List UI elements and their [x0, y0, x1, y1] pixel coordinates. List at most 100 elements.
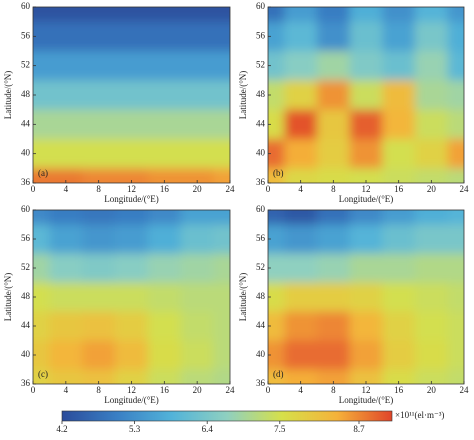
heatmap-cell — [317, 80, 351, 111]
heatmap-cell — [317, 253, 351, 283]
heatmap-cell — [33, 109, 50, 140]
heatmap-cell — [213, 80, 230, 111]
heatmap-cell — [49, 340, 83, 370]
heatmap-cell — [284, 80, 318, 111]
heatmap-cell — [317, 282, 351, 312]
colorbar — [61, 410, 393, 422]
heatmap-cell — [82, 210, 116, 225]
heatmap-cell — [415, 51, 449, 81]
heatmap-cell — [317, 311, 351, 341]
heatmap-cell — [317, 340, 351, 370]
y-tick-label: 44 — [256, 118, 266, 128]
heatmap-cell — [147, 253, 182, 283]
y-axis-label: Latitude/(°N) — [238, 71, 248, 120]
x-tick-label: 8 — [96, 184, 101, 194]
heatmap-cell — [33, 253, 50, 283]
heatmap-cell — [49, 168, 83, 183]
heatmap-cell — [415, 253, 449, 283]
heatmap-cell — [382, 253, 416, 283]
panel-label: (d) — [273, 369, 284, 379]
heatmap-cell — [349, 210, 383, 225]
heatmap-cell — [82, 109, 116, 140]
heatmap-cell — [447, 340, 464, 370]
heatmap-cell — [147, 210, 182, 225]
heatmap-cell — [213, 21, 230, 52]
heatmap-cell — [284, 210, 318, 225]
heatmap-cell — [447, 80, 464, 111]
heatmap-panel — [33, 7, 230, 183]
panel-label: (c) — [38, 369, 48, 379]
x-tick-label: 12 — [127, 184, 136, 194]
heatmap-cell — [33, 224, 50, 254]
heatmap-cell — [180, 80, 215, 111]
heatmap-cell — [49, 7, 83, 23]
heatmap-cell — [213, 224, 230, 254]
x-tick-label: 0 — [266, 385, 271, 395]
heatmap-cell — [180, 210, 215, 225]
heatmap-cell — [349, 369, 383, 384]
heatmap-cell — [415, 109, 449, 140]
heatmap-cell — [382, 311, 416, 341]
heatmap-cell — [382, 210, 416, 225]
heatmap-panel — [268, 7, 464, 183]
heatmap-cell — [415, 7, 449, 23]
heatmap-cell — [349, 80, 383, 111]
heatmap-cell — [33, 282, 50, 312]
heatmap-cell — [33, 80, 50, 111]
heatmap-cell — [33, 369, 50, 384]
heatmap-cell — [382, 7, 416, 23]
heatmap-cell — [115, 51, 149, 81]
y-tick-label: 40 — [21, 148, 31, 158]
heatmap-cell — [147, 109, 182, 140]
y-tick-label: 52 — [21, 262, 30, 272]
x-tick-label: 24 — [226, 385, 236, 395]
heatmap-cell — [317, 139, 351, 169]
y-tick-label: 60 — [21, 204, 31, 214]
heatmap-cell — [180, 139, 215, 169]
heatmap-cell — [33, 51, 50, 81]
heatmap-cell — [147, 224, 182, 254]
heatmap-cell — [284, 168, 318, 183]
x-tick-label: 24 — [226, 184, 236, 194]
heatmap-cell — [268, 109, 285, 140]
heatmap-cell — [284, 139, 318, 169]
heatmap-cell — [268, 210, 285, 225]
heatmap-cell — [33, 168, 50, 183]
x-tick-label: 12 — [127, 385, 136, 395]
heatmap-cell — [33, 21, 50, 52]
heatmap-cell — [115, 21, 149, 52]
x-tick-label: 20 — [427, 385, 437, 395]
y-tick-label: 60 — [256, 1, 266, 11]
heatmap-cell — [349, 282, 383, 312]
x-tick-label: 24 — [460, 385, 470, 395]
x-tick-label: 4 — [298, 385, 303, 395]
y-tick-label: 36 — [256, 378, 266, 388]
heatmap-cell — [82, 168, 116, 183]
heatmap-panel — [33, 210, 230, 384]
heatmap-cell — [115, 109, 149, 140]
heatmap-cell — [349, 7, 383, 23]
heatmap-cell — [49, 80, 83, 111]
heatmap-cell — [415, 282, 449, 312]
x-tick-label: 12 — [362, 385, 371, 395]
heatmap-cell — [317, 369, 351, 384]
heatmap-cell — [415, 340, 449, 370]
heatmap-cell — [147, 311, 182, 341]
y-tick-label: 44 — [21, 320, 31, 330]
heatmap-cell — [180, 224, 215, 254]
heatmap-cell — [317, 224, 351, 254]
y-tick-label: 36 — [256, 177, 266, 187]
heatmap-cell — [180, 168, 215, 183]
heatmap-cell — [33, 7, 50, 23]
heatmap-cell — [180, 51, 215, 81]
heatmap-cell — [213, 253, 230, 283]
heatmap-cell — [317, 51, 351, 81]
panel-label: (b) — [273, 168, 284, 178]
heatmap-cell — [115, 139, 149, 169]
heatmap-cell — [268, 80, 285, 111]
heatmap-cell — [284, 21, 318, 52]
y-tick-label: 60 — [256, 204, 266, 214]
heatmap-cell — [349, 139, 383, 169]
heatmap-cell — [382, 369, 416, 384]
heatmap-cell — [284, 7, 318, 23]
